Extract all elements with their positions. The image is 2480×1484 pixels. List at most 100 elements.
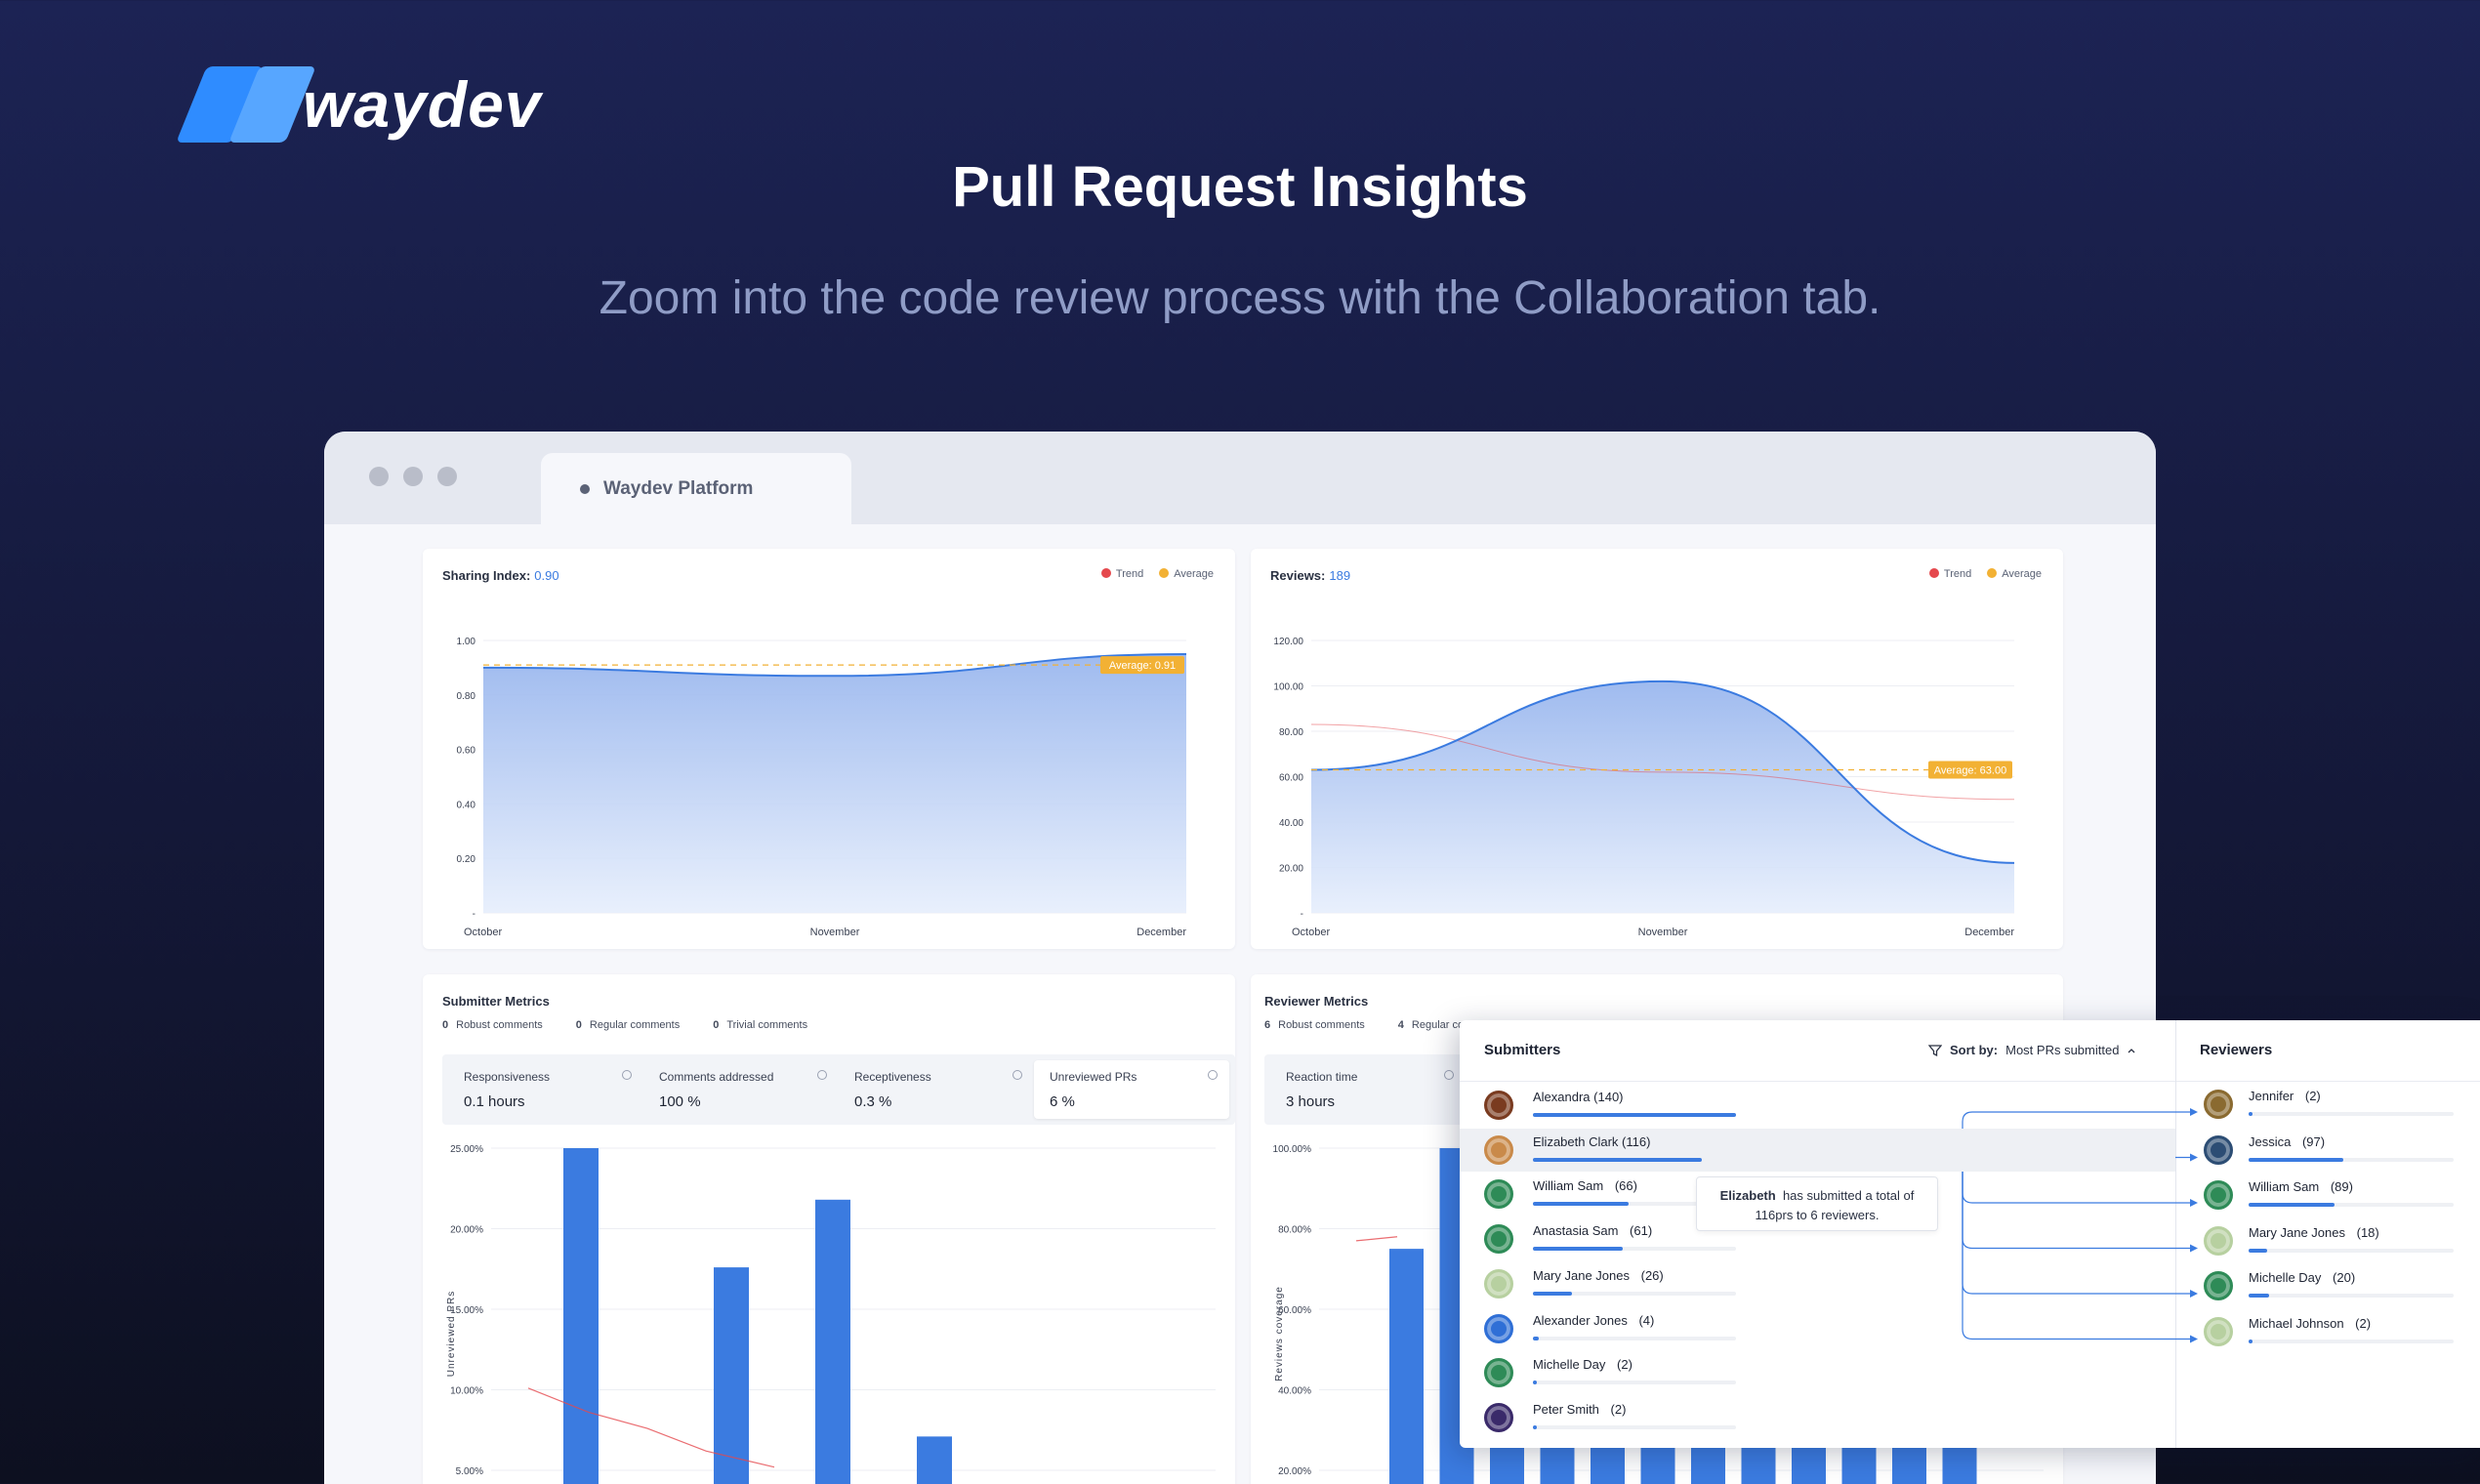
link-arrow xyxy=(2190,1335,2198,1343)
person-count: (2) xyxy=(2351,1315,2372,1331)
tile-comments-addressed[interactable]: Comments addressed 100 % xyxy=(643,1060,839,1119)
info-icon xyxy=(817,1070,827,1080)
avatar xyxy=(1484,1179,1513,1210)
link-arrow xyxy=(2190,1153,2198,1162)
submitter-row[interactable]: William Sam (66) xyxy=(1460,1173,2175,1216)
y-tick-label: 5.00% xyxy=(456,1466,483,1477)
y-tick-label: 15.00% xyxy=(450,1305,483,1316)
link-arrow xyxy=(2190,1290,2198,1298)
avatar xyxy=(1484,1134,1513,1165)
robust-comments: 6 Robust comments xyxy=(1264,1019,1365,1031)
reviewer-metrics-title: Reviewer Metrics xyxy=(1264,994,1369,1009)
y-axis-label: Unreviewed PRs xyxy=(446,1291,457,1377)
y-tick-label: 80.00 xyxy=(1279,727,1303,738)
count-bar-fill xyxy=(1533,1202,1629,1207)
avatar xyxy=(1484,1268,1513,1298)
tile-reaction-time[interactable]: Reaction time 3 hours xyxy=(1270,1060,1466,1119)
unreviewed-prs-chart: 25.00% 20.00% 15.00% 10.00% 5.00% Unreviewed … xyxy=(446,1144,1216,1484)
sharing-index-header: Sharing Index: 0.90 xyxy=(442,568,559,583)
count-bar-fill xyxy=(2249,1203,2335,1207)
browser-tab[interactable]: Waydev Platform xyxy=(541,453,851,524)
window-close-dot[interactable] xyxy=(369,467,389,486)
sharing-index-legend: Trend Average xyxy=(1100,568,1214,580)
person-name: Peter Smith xyxy=(1533,1401,1599,1417)
window-minimize-dot[interactable] xyxy=(403,467,423,486)
reviewer-name: Jennifer (2) xyxy=(2249,1089,2321,1103)
submitter-row[interactable]: Elizabeth Clark (116) xyxy=(1460,1128,2175,1172)
person-count: (61) xyxy=(1626,1223,1653,1239)
y-tick-label: 0.60 xyxy=(457,746,476,757)
reviews-chart: 120.00 100.00 80.00 60.00 40.00 20.00 - Average… xyxy=(1273,637,2014,938)
average-badge-label: Average: 63.00 xyxy=(1934,765,2006,777)
person-count: (66) xyxy=(1611,1178,1637,1194)
x-tick-label: December xyxy=(1137,927,1186,938)
series-line xyxy=(482,652,1187,678)
submitter-row[interactable]: Peter Smith (2) xyxy=(1460,1396,2175,1439)
window-maximize-dot[interactable] xyxy=(437,467,457,486)
reviews-label: Reviews: xyxy=(1270,568,1326,583)
sharing-index-label: Sharing Index: xyxy=(442,568,531,583)
y-tick-label: 0.40 xyxy=(457,800,476,810)
submitter-metrics-card: Submitter Metrics 0 Robust comments 0 Regu… xyxy=(423,974,1235,1484)
legend-average[interactable]: Average xyxy=(1987,568,2042,580)
sort-label: Sort by: xyxy=(1950,1043,1999,1057)
submitters-divider xyxy=(1460,1081,2175,1082)
count-bar-fill xyxy=(1533,1424,1537,1429)
tile-responsiveness[interactable]: Responsiveness 0.1 hours xyxy=(448,1060,643,1119)
submitter-row[interactable]: Mary Jane Jones (26) xyxy=(1460,1262,2175,1305)
reviewer-row[interactable]: Jennifer (2) xyxy=(2182,1083,2480,1126)
count-bar-track xyxy=(2249,1157,2454,1162)
submitter-name: Mary Jane Jones (26) xyxy=(1533,1268,1664,1283)
person-name: William Sam xyxy=(2249,1179,2320,1194)
count-bar-track xyxy=(1533,1336,1736,1340)
avatar xyxy=(2204,1316,2233,1346)
sort-control[interactable]: Sort by: Most PRs submitted xyxy=(1928,1043,2136,1057)
person-count: (20) xyxy=(2329,1270,2356,1285)
y-tick-label: 40.00% xyxy=(1278,1386,1311,1397)
trend-line xyxy=(1355,1236,1398,1242)
submitter-tooltip: Elizabeth has submitted a total of 116pr… xyxy=(1696,1176,1938,1231)
submitter-row[interactable]: Alexander Jones (4) xyxy=(1460,1307,2175,1350)
chevron-up-icon xyxy=(2128,1048,2135,1052)
person-count: (2) xyxy=(1613,1357,1633,1373)
bar xyxy=(917,1436,952,1484)
reviewer-row[interactable]: Mary Jane Jones (18) xyxy=(2182,1219,2480,1262)
legend-average[interactable]: Average xyxy=(1159,568,1214,580)
sharing-index-value: 0.90 xyxy=(534,568,559,583)
person-count: (18) xyxy=(2353,1224,2379,1240)
avatar xyxy=(1484,1313,1513,1343)
submitter-name: Alexandra (140) xyxy=(1533,1090,1624,1104)
reviewer-row[interactable]: Michelle Day (20) xyxy=(2182,1264,2480,1307)
tile-unreviewed-prs[interactable]: Unreviewed PRs 6 % xyxy=(1034,1060,1229,1119)
hero-title: Pull Request Insights xyxy=(952,155,1528,219)
y-tick-label: 60.00% xyxy=(1278,1305,1311,1316)
legend-trend[interactable]: Trend xyxy=(1100,568,1143,580)
person-name: Alexander Jones xyxy=(1533,1312,1628,1328)
count-bar-fill xyxy=(1533,1291,1572,1296)
reviewer-row[interactable]: William Sam (89) xyxy=(2182,1174,2480,1216)
submitter-row[interactable]: Alexandra (140) xyxy=(1460,1084,2175,1127)
count-bar-track xyxy=(2249,1248,2454,1253)
submitter-comment-counts: 0 Robust comments 0 Regular comments 0 Triv… xyxy=(442,1019,807,1031)
count-bar-fill xyxy=(2249,1112,2253,1116)
avatar xyxy=(1484,1402,1513,1432)
submitter-row[interactable]: Anastasia Sam (61) xyxy=(1460,1217,2175,1260)
count-bar-fill xyxy=(1533,1113,1736,1117)
legend-trend[interactable]: Trend xyxy=(1928,568,1971,580)
submitter-row[interactable]: Michelle Day (2) xyxy=(1460,1351,2175,1394)
series-area xyxy=(1311,680,2014,913)
average-badge xyxy=(1100,656,1184,675)
y-tick-label: - xyxy=(1301,909,1303,920)
y-tick-label: 20.00% xyxy=(450,1225,483,1236)
reviewer-row[interactable]: Jessica (97) xyxy=(2182,1129,2480,1172)
submitter-name: Elizabeth Clark (116) xyxy=(1533,1134,1650,1149)
regular-comments: 0 Regular comments xyxy=(575,1019,681,1031)
filter-icon xyxy=(1928,1044,1942,1056)
tab-dot-icon xyxy=(580,483,590,494)
count-bar-track xyxy=(1533,1113,1736,1117)
count-bar-track xyxy=(2249,1203,2454,1207)
tile-receptiveness[interactable]: Receptiveness 0.3 % xyxy=(839,1060,1034,1119)
y-tick-label: 10.00% xyxy=(450,1386,483,1397)
reviewer-row[interactable]: Michael Johnson (2) xyxy=(2182,1310,2480,1353)
count-bar-track xyxy=(1533,1424,1736,1429)
